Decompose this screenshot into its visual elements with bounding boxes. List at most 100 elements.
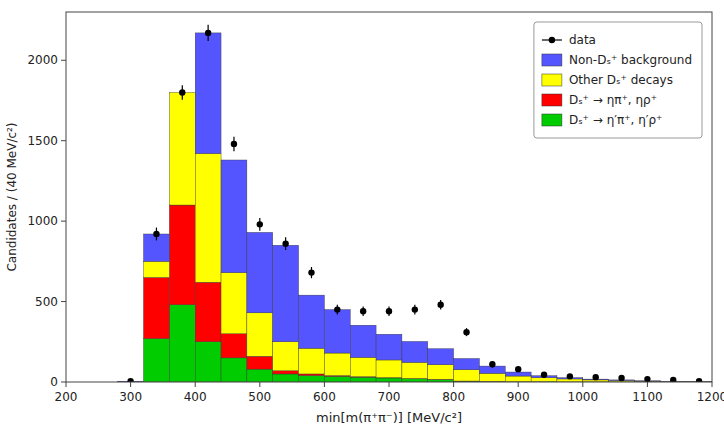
legend-label: data bbox=[569, 33, 596, 47]
x-tick-label: 700 bbox=[378, 390, 401, 404]
x-tick-label: 400 bbox=[184, 390, 207, 404]
bar bbox=[195, 342, 221, 382]
y-tick-label: 0 bbox=[50, 375, 58, 389]
bar bbox=[350, 325, 376, 357]
data-point bbox=[437, 302, 443, 308]
x-tick-label: 300 bbox=[119, 390, 142, 404]
x-tick bbox=[518, 382, 519, 387]
bar bbox=[428, 349, 454, 365]
x-tick bbox=[389, 382, 390, 387]
plot-frame bbox=[66, 12, 712, 382]
data-point bbox=[696, 378, 702, 382]
bar bbox=[169, 305, 195, 382]
bar bbox=[273, 245, 299, 342]
x-tick-label: 500 bbox=[248, 390, 271, 404]
x-tick bbox=[130, 382, 131, 387]
y-tick-label: 500 bbox=[35, 295, 58, 309]
legend-swatch bbox=[542, 54, 562, 66]
data-point bbox=[463, 329, 469, 335]
bar bbox=[299, 376, 325, 382]
plot-area bbox=[118, 25, 712, 382]
bar bbox=[221, 334, 247, 358]
legend-label: Other Dₛ⁺ decays bbox=[569, 73, 673, 87]
bar bbox=[376, 360, 402, 378]
x-tick bbox=[647, 382, 648, 387]
bar bbox=[376, 378, 402, 382]
legend-box bbox=[534, 22, 702, 138]
bar bbox=[402, 341, 428, 362]
bar bbox=[299, 348, 325, 374]
data-point bbox=[593, 374, 599, 380]
legend-label: Dₛ⁺ → η′π⁺, η′ρ⁺ bbox=[569, 113, 663, 127]
bar bbox=[144, 261, 170, 277]
legend-swatch bbox=[542, 74, 562, 86]
data-point bbox=[644, 376, 650, 382]
data-point bbox=[412, 306, 418, 312]
bar bbox=[221, 273, 247, 334]
x-tick bbox=[453, 382, 454, 387]
data-point bbox=[618, 375, 624, 381]
data-point bbox=[179, 89, 185, 95]
data-point bbox=[386, 308, 392, 314]
x-tick-label: 800 bbox=[442, 390, 465, 404]
bar bbox=[247, 369, 273, 382]
bar bbox=[195, 282, 221, 342]
bar bbox=[402, 362, 428, 378]
y-tick bbox=[61, 60, 66, 61]
x-tick-label: 200 bbox=[55, 390, 78, 404]
bar bbox=[350, 357, 376, 376]
x-tick-label: 900 bbox=[507, 390, 530, 404]
x-tick bbox=[324, 382, 325, 387]
bar bbox=[454, 359, 480, 370]
legend-swatch bbox=[542, 114, 562, 126]
bar bbox=[247, 232, 273, 312]
y-tick-label: 1000 bbox=[27, 214, 58, 228]
legend: dataNon-Dₛ⁺ backgroundOther Dₛ⁺ decaysDₛ… bbox=[534, 22, 702, 138]
data-point bbox=[489, 361, 495, 367]
bar bbox=[221, 160, 247, 273]
bar bbox=[247, 313, 273, 356]
data-point bbox=[334, 306, 340, 312]
y-tick bbox=[61, 382, 66, 383]
bar bbox=[531, 378, 557, 382]
data-point bbox=[231, 141, 237, 147]
legend-label: Dₛ⁺ → ηπ⁺, ηρ⁺ bbox=[569, 93, 657, 107]
data-point bbox=[153, 231, 159, 237]
bar bbox=[428, 365, 454, 379]
y-tick bbox=[61, 221, 66, 222]
data-point bbox=[308, 269, 314, 275]
x-tick bbox=[66, 382, 67, 387]
bar bbox=[144, 339, 170, 382]
x-axis: 200300400500600700800900100011001200 bbox=[55, 382, 724, 404]
bar bbox=[454, 370, 480, 381]
bar bbox=[299, 295, 325, 348]
data-points bbox=[127, 25, 702, 382]
data-point bbox=[515, 366, 521, 372]
data-point bbox=[567, 373, 573, 379]
x-tick bbox=[582, 382, 583, 387]
x-tick-label: 1200 bbox=[697, 390, 724, 404]
bar bbox=[273, 374, 299, 382]
bar bbox=[273, 342, 299, 371]
chart: 2003004005006007008009001000110012000500… bbox=[0, 0, 724, 432]
data-point bbox=[541, 372, 547, 378]
bar bbox=[505, 372, 531, 376]
bar bbox=[324, 353, 350, 376]
y-axis: 0 500 1000 1500 2000 bbox=[27, 53, 66, 389]
legend-swatch bbox=[549, 37, 555, 43]
bar bbox=[324, 376, 350, 382]
bar bbox=[169, 205, 195, 305]
data-point bbox=[670, 377, 676, 382]
y-tick bbox=[61, 301, 66, 302]
data-point bbox=[205, 30, 211, 36]
legend-swatch bbox=[542, 94, 562, 106]
x-tick bbox=[712, 382, 713, 387]
y-tick-label: 2000 bbox=[27, 53, 58, 67]
bar bbox=[169, 92, 195, 205]
x-tick bbox=[259, 382, 260, 387]
y-tick-label: 1500 bbox=[27, 134, 58, 148]
data-point bbox=[127, 378, 133, 382]
x-tick-label: 600 bbox=[313, 390, 336, 404]
bar-series bbox=[118, 33, 712, 382]
bar bbox=[479, 373, 505, 381]
